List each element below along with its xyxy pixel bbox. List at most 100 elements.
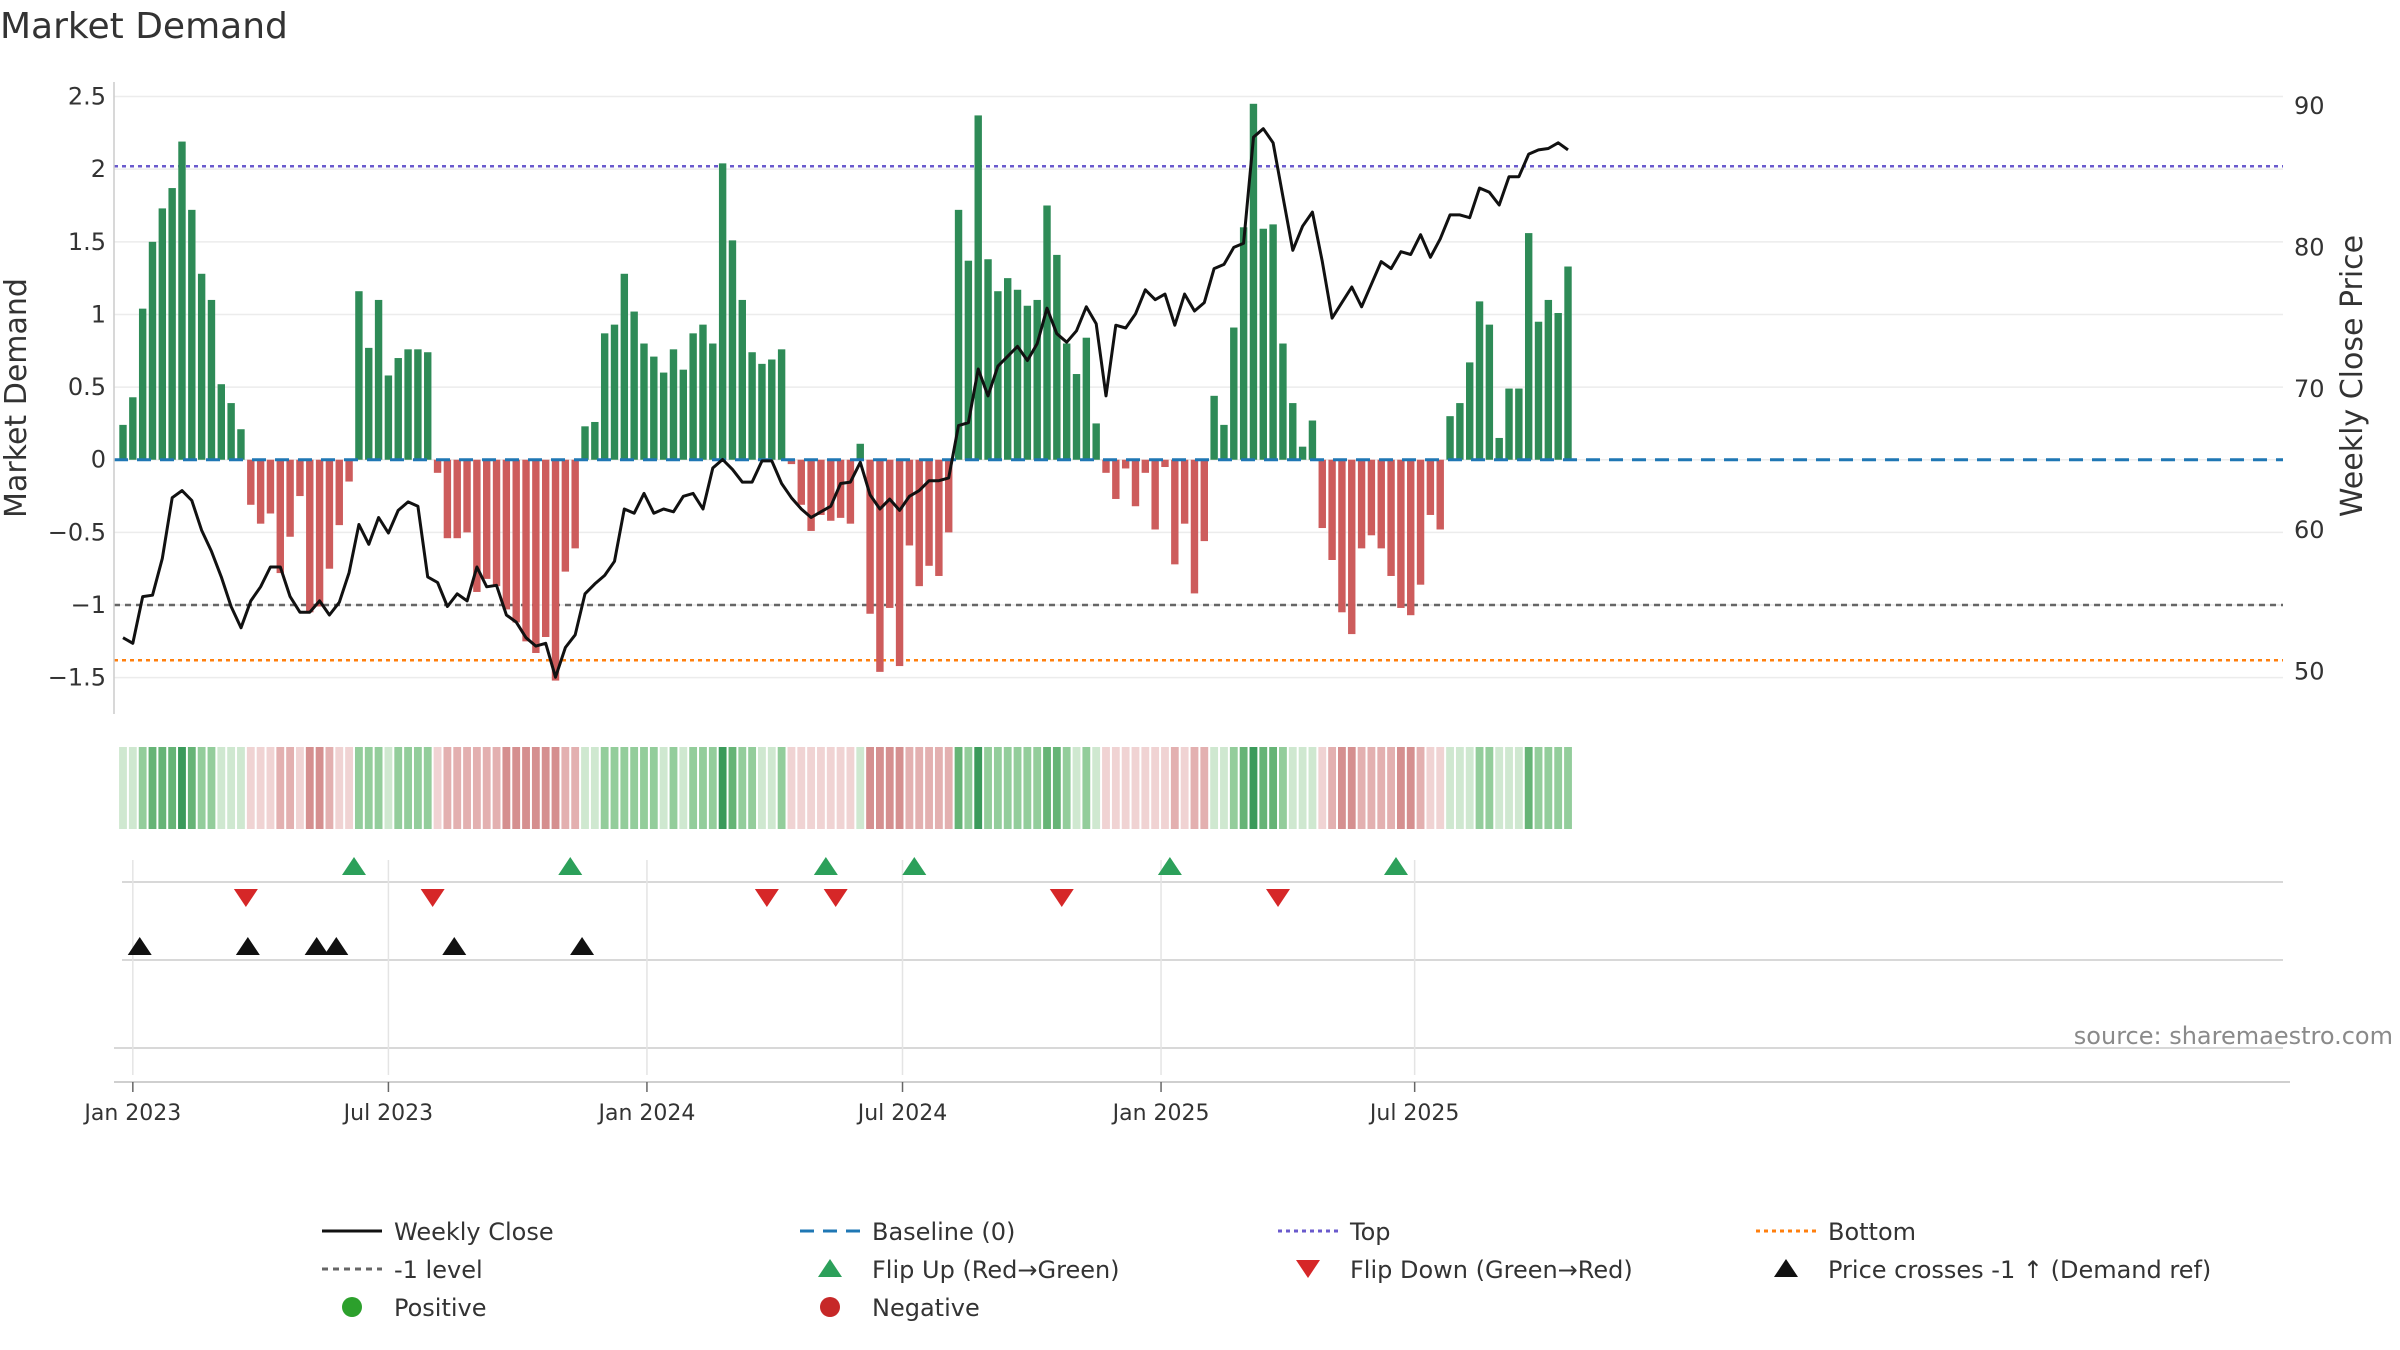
right-y-ticks: 90 80 70 60 50 — [2294, 92, 2325, 686]
legend: Weekly Close Baseline (0) Top Bottom -1 … — [322, 1218, 2211, 1322]
demand-bar-136 — [1456, 403, 1464, 460]
strip-cell-44 — [551, 747, 560, 829]
demand-bar-98 — [1082, 337, 1091, 460]
right-tick-label-3: 60 — [2294, 516, 2325, 544]
demand-bar-71 — [817, 459, 825, 515]
strip-cell-62 — [728, 747, 737, 829]
demand-bar-9 — [207, 299, 216, 460]
strip-cell-68 — [787, 747, 796, 829]
strip-cell-106 — [1161, 747, 1169, 829]
strip-cell-137 — [1465, 747, 1474, 829]
demand-bar-65 — [758, 363, 766, 460]
demand-bar-47 — [581, 426, 589, 460]
flip-down-marker-0 — [233, 889, 258, 907]
strip-cell-114 — [1239, 747, 1248, 829]
demand-bar-75 — [856, 443, 864, 460]
x-tick-label-3: Jul 2024 — [856, 1101, 948, 1126]
strip-cell-36 — [472, 747, 481, 829]
strip-cell-11 — [227, 747, 236, 829]
demand-bar-79 — [895, 459, 904, 667]
left-tick-label-3: 1 — [91, 300, 106, 328]
demand-bar-78 — [886, 459, 894, 608]
demand-bar-44 — [551, 459, 560, 681]
demand-bar-77 — [876, 459, 884, 672]
reference-lines — [114, 165, 2283, 662]
left-tick-label-6: −0.5 — [48, 518, 106, 546]
strip-cell-95 — [1052, 747, 1061, 829]
strip-cell-14 — [256, 747, 265, 829]
strip-cell-2 — [138, 747, 147, 829]
strip-cell-129 — [1387, 747, 1395, 829]
strip-cell-29 — [404, 747, 412, 829]
demand-bar-62 — [728, 240, 737, 460]
left-axis-label: Market Demand — [0, 278, 34, 518]
strip-cell-43 — [541, 747, 550, 829]
strip-cell-83 — [934, 747, 943, 829]
strip-cell-134 — [1436, 747, 1445, 829]
strip-cell-47 — [581, 747, 589, 829]
strip-cell-144 — [1534, 747, 1543, 829]
x-tick-label-2: Jan 2024 — [596, 1101, 695, 1126]
strip-cell-65 — [758, 747, 766, 829]
strip-cell-79 — [895, 747, 904, 829]
demand-bar-19 — [306, 459, 314, 613]
demand-bar-105 — [1151, 459, 1159, 530]
strip-cell-143 — [1524, 747, 1533, 829]
demand-bar-141 — [1505, 388, 1513, 460]
strip-cell-99 — [1092, 747, 1101, 829]
strip-cell-98 — [1082, 747, 1091, 829]
demand-bar-35 — [463, 459, 471, 533]
demand-bar-87 — [974, 115, 982, 460]
strip-cell-145 — [1544, 747, 1553, 829]
demand-bar-147 — [1564, 266, 1572, 460]
left-tick-label-8: −1.5 — [48, 664, 106, 692]
strip-cell-3 — [148, 747, 157, 829]
demand-bar-97 — [1072, 374, 1081, 460]
demand-bar-95 — [1053, 254, 1061, 460]
strip-cell-19 — [305, 747, 314, 829]
demand-bars — [119, 103, 1572, 681]
demand-bar-23 — [345, 459, 353, 482]
strip-cell-69 — [797, 747, 806, 829]
price-cross-marker-0 — [127, 937, 152, 955]
strip-cell-5 — [168, 747, 177, 829]
strip-cell-8 — [197, 747, 206, 829]
strip-cell-88 — [984, 747, 992, 829]
demand-bar-146 — [1554, 313, 1562, 460]
demand-bar-135 — [1446, 416, 1454, 460]
demand-bar-100 — [1102, 459, 1110, 473]
demand-bar-94 — [1043, 205, 1051, 460]
flip-up-marker-1 — [558, 857, 583, 875]
strip-cell-119 — [1288, 747, 1297, 829]
right-tick-label-1: 80 — [2294, 233, 2325, 261]
demand-bar-41 — [522, 459, 530, 642]
demand-bar-84 — [945, 459, 953, 533]
demand-bar-138 — [1475, 301, 1484, 460]
flip-up-marker-0 — [342, 857, 367, 875]
strip-cell-16 — [276, 747, 285, 829]
strip-cell-96 — [1062, 747, 1071, 829]
strip-cell-12 — [237, 747, 245, 829]
strip-cell-92 — [1023, 747, 1032, 829]
price-cross-marker-5 — [570, 937, 595, 955]
strip-cell-51 — [620, 747, 629, 829]
x-axis-ticks: Jan 2023 Jul 2023 Jan 2024 Jul 2024 Jan 2025… — [82, 1082, 1459, 1126]
strip-cell-39 — [502, 747, 511, 829]
strip-cell-24 — [355, 747, 363, 829]
strip-cell-117 — [1269, 747, 1278, 829]
strip-cell-58 — [689, 747, 698, 829]
strip-cell-56 — [669, 747, 678, 829]
strip-cell-146 — [1554, 747, 1563, 829]
demand-bar-129 — [1387, 459, 1395, 576]
strip-cell-66 — [767, 747, 776, 829]
strip-cell-28 — [394, 747, 403, 829]
chart-title: Market Demand — [0, 6, 288, 47]
strip-cell-80 — [905, 747, 914, 829]
strip-cell-77 — [875, 747, 884, 829]
strip-cell-91 — [1013, 747, 1022, 829]
flip-down-triangle-icon — [1296, 1260, 1320, 1278]
strip-cell-59 — [699, 747, 707, 829]
strip-cell-87 — [974, 747, 983, 829]
source-note: source: sharemaestro.com — [2074, 1022, 2393, 1050]
strip-cell-112 — [1220, 747, 1228, 829]
